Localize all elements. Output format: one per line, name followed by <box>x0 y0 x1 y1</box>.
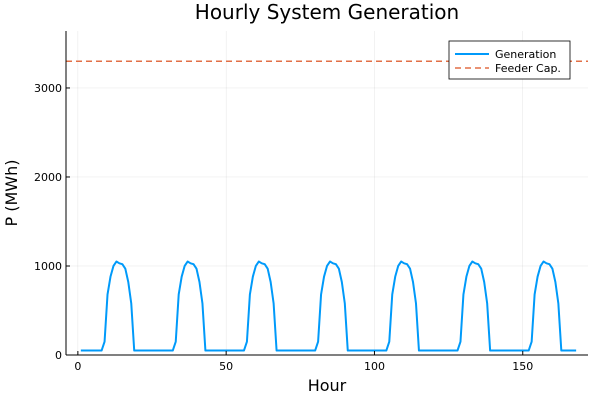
y-tick-label: 2000 <box>34 171 62 184</box>
y-tick-label: 1000 <box>34 260 62 273</box>
x-tick-label: 50 <box>219 360 233 373</box>
x-tick-label: 100 <box>364 360 385 373</box>
plot-area <box>66 60 588 352</box>
tick-labels: 0 50 100 150 0 1000 2000 3000 <box>34 82 533 373</box>
y-axis-label: P (MWh) <box>2 160 21 227</box>
x-tick-label: 0 <box>74 360 81 373</box>
y-tick-label: 0 <box>55 349 62 362</box>
x-tick-label: 150 <box>512 360 533 373</box>
legend-label: Generation <box>495 48 556 61</box>
grid <box>66 31 588 356</box>
chart-title: Hourly System Generation <box>195 0 459 24</box>
series-line-generation <box>80 260 577 352</box>
legend-label: Feeder Cap. <box>495 62 561 75</box>
x-axis-label: Hour <box>308 376 347 395</box>
y-tick-label: 3000 <box>34 82 62 95</box>
axes <box>65 31 588 356</box>
legend-box <box>448 40 571 80</box>
